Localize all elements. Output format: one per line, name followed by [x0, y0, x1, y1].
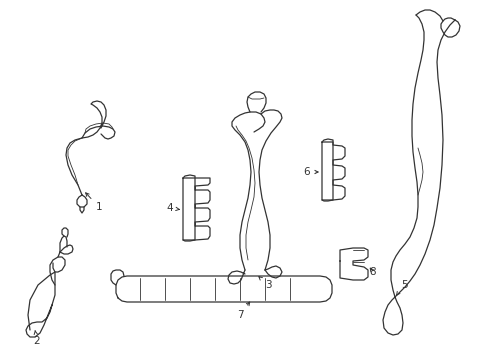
- Text: 5: 5: [396, 280, 407, 295]
- Text: 6: 6: [303, 167, 318, 177]
- Text: 1: 1: [85, 193, 102, 212]
- Text: 8: 8: [369, 267, 376, 277]
- Text: 4: 4: [166, 203, 179, 213]
- Text: 3: 3: [258, 276, 271, 290]
- Text: 2: 2: [34, 330, 40, 346]
- Text: 7: 7: [236, 302, 249, 320]
